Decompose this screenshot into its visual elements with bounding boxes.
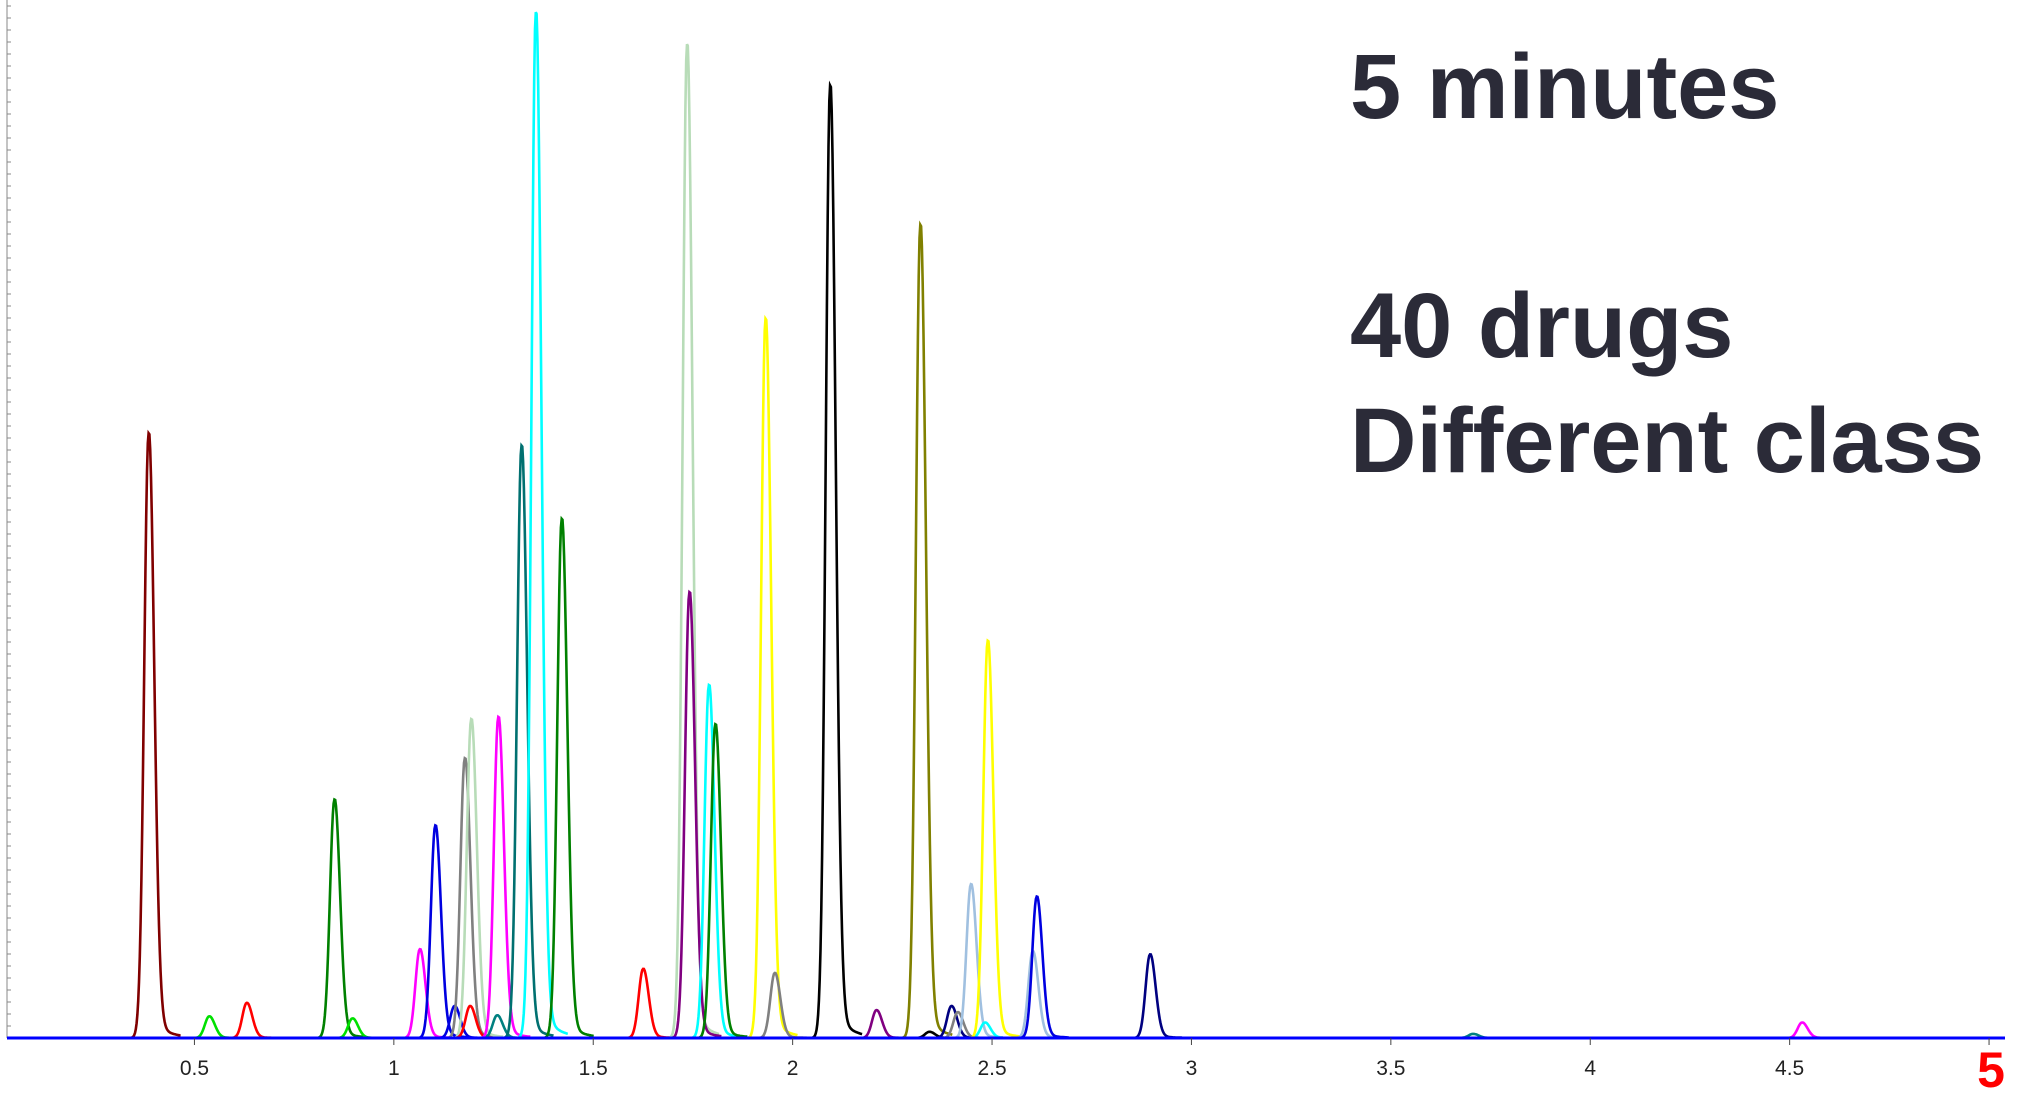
peak (186, 1014, 242, 1040)
peak (513, 11, 569, 1040)
peak (667, 589, 722, 1040)
x-tick-label: 0.5 (180, 1057, 209, 1080)
peak (807, 80, 863, 1040)
peak (692, 722, 748, 1040)
peak (743, 314, 798, 1040)
peak (1127, 953, 1183, 1040)
peak (1010, 949, 1065, 1040)
x-tick-label: 4 (1584, 1057, 1596, 1080)
peak (312, 797, 367, 1040)
peak (664, 43, 720, 1040)
peak (448, 716, 504, 1040)
peak (475, 714, 531, 1040)
annotation: 40 drugs (1350, 275, 1733, 377)
peak (499, 442, 554, 1040)
x-tick-label: 1 (388, 1057, 400, 1080)
peak (620, 967, 676, 1040)
x-tick-label: 2.5 (977, 1057, 1006, 1080)
peak (897, 220, 953, 1040)
peak (539, 515, 594, 1040)
peak (126, 429, 181, 1040)
peak (224, 1001, 279, 1040)
x-tick-label: 4.5 (1775, 1057, 1804, 1080)
x-tick-label: 3 (1186, 1057, 1198, 1080)
peak (965, 638, 1020, 1040)
peak (686, 682, 742, 1040)
annotation: Different class (1350, 390, 1984, 492)
peak (1779, 1021, 1834, 1040)
x-tick-label: 3.5 (1376, 1057, 1405, 1080)
x-tick-label: 5 (1977, 1042, 2005, 1097)
x-tick-label: 2 (787, 1057, 799, 1080)
x-tick-label: 1.5 (579, 1057, 608, 1080)
annotation: 5 minutes (1350, 36, 1779, 138)
